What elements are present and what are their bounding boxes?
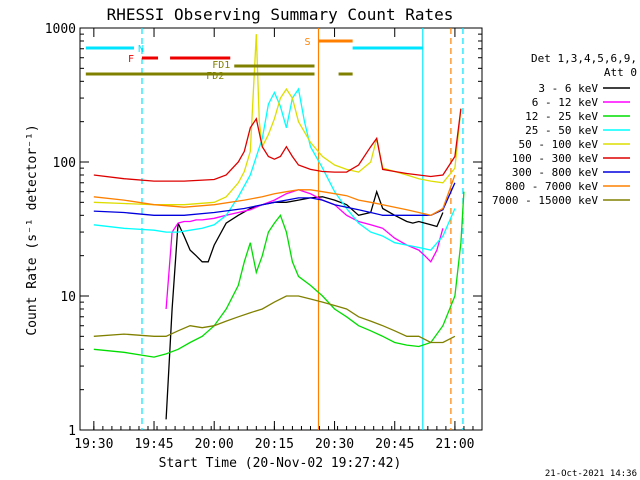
legend-entry-label: 7000 - 15000 keV: [492, 194, 598, 207]
legend-header: Att 0: [604, 66, 637, 79]
footer-timestamp: 21-Oct-2021 14:36: [545, 469, 637, 479]
y-tick-label: 1: [68, 424, 76, 439]
series-line: [93, 295, 456, 344]
series-line: [93, 191, 465, 358]
chart-title: RHESSI Observing Summary Count Rates: [107, 5, 454, 24]
legend-entry-label: 3 - 6 keV: [538, 82, 598, 95]
legend-entry-label: 800 - 7000 keV: [505, 180, 598, 193]
series-lines: [93, 34, 465, 420]
flag-bar-label: F: [128, 54, 134, 65]
series-line: [93, 34, 462, 206]
x-tick-label: 20:15: [255, 437, 294, 452]
legend-entry-label: 6 - 12 keV: [532, 96, 599, 109]
vertical-markers: [141, 28, 464, 430]
y-tick-label: 10: [60, 290, 76, 305]
x-tick-label: 20:30: [315, 437, 354, 452]
flag-bar-label: S: [304, 37, 310, 48]
flag-bar-label: N: [138, 44, 144, 55]
series-line: [93, 108, 462, 182]
series-line: [93, 182, 456, 216]
flag-bar-label: FD2: [206, 71, 224, 82]
legend-entry-label: 50 - 100 keV: [519, 138, 599, 151]
legend-entry-label: 100 - 300 keV: [512, 152, 598, 165]
series-line: [93, 87, 456, 251]
legend-header: Det 1,3,4,5,6,9,: [531, 52, 637, 65]
legend-entry-label: 300 - 800 keV: [512, 166, 598, 179]
plot-frame: [79, 27, 483, 431]
x-tick-label: 19:30: [74, 437, 113, 452]
y-tick-label: 100: [53, 156, 76, 171]
flag-bar-label: FD1: [212, 60, 230, 71]
x-axis-ticks: 19:30 19:45 20:00 20:15 20:30 20:45 21:00: [74, 28, 474, 452]
series-line: [165, 189, 444, 420]
series-line: [165, 189, 444, 310]
legend-entry-label: 12 - 25 keV: [525, 110, 598, 123]
y-axis-label: Count Rate (s⁻¹ detector⁻¹): [25, 124, 40, 335]
x-tick-label: 21:00: [435, 437, 474, 452]
y-tick-label: 1000: [45, 22, 76, 37]
x-tick-label: 20:00: [195, 437, 234, 452]
y-axis-ticks: 1 10 100 1000: [45, 22, 482, 439]
series-line: [93, 174, 456, 216]
x-tick-label: 19:45: [134, 437, 173, 452]
x-axis-label: Start Time (20-Nov-02 19:27:42): [159, 456, 402, 471]
x-tick-label: 20:45: [375, 437, 414, 452]
legend-entry-label: 25 - 50 keV: [525, 124, 598, 137]
